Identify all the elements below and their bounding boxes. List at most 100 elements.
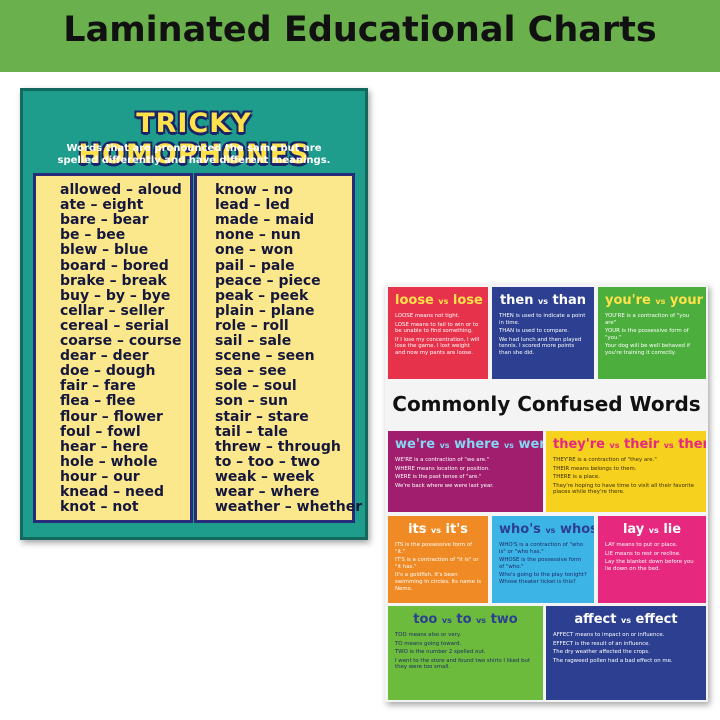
panel-heading: they're vs their vs there [553,437,706,452]
heading-word: were [518,437,543,452]
homophone-pair: tail – tale [215,423,288,440]
poster-title: TRICKY HOMOPHONES [78,108,310,170]
homophone-pair: hear – here [60,438,149,455]
word-panel: too vs to vs two TOO means also or very. T… [388,606,543,700]
homophone-pair: knead – need [60,484,164,500]
panel-heading: too vs to vs two [395,612,536,627]
homophone-pair: wear – where [215,484,320,500]
panel-line: I went to the store and found two shirts… [395,657,531,671]
heading-word: loose [395,293,434,308]
panel-line: LOOSE means not tight. [395,313,460,319]
homophone-pair: cereal – serial [60,317,169,334]
homophone-pair: sea – see [215,363,287,380]
heading-word: two [490,612,518,627]
word-column-box [194,173,355,523]
homophone-pair: know – no [215,182,294,198]
vs-label: vs [663,441,674,450]
panel-line: We had lunch and then played tennis. I s… [499,336,582,356]
homophone-pair: role – roll [215,317,289,334]
homophone-pair: scene – seen [215,348,315,365]
panel-line: IT'S is a contraction of "it is" or "it … [395,557,479,570]
heading-word: effect [635,612,678,627]
homophone-pair: one – won [215,242,294,259]
homophone-pair: hour – our [60,468,140,485]
panel-heading: who's vs whose [499,522,594,537]
homophone-pair: ate – eight [60,197,144,214]
word-panel: you're vs your YOU'RE is a contraction of… [598,287,706,379]
homophone-pair: hole – whole [60,453,158,470]
panel-line: WE'RE is a contraction of "we are." [395,457,490,463]
homophone-pair: weather – whether [215,499,363,516]
panel-line: THEN is used to indicate a point in time… [499,313,586,326]
homophone-pair: board – bored [60,257,169,274]
word-panel: affect vs effect AFFECT means to impact o… [546,606,706,700]
panel-line: THEIR means belongs to them. [553,465,637,472]
heading-word: lose [452,293,483,308]
heading-word: it's [445,522,468,537]
heading-word: affect [574,612,617,627]
homophone-pair: flour – flower [60,408,163,425]
heading-word: where [454,437,500,452]
panel-heading: lay vs lie [605,522,699,537]
homophone-pair: allowed – aloud [60,182,182,198]
panel-heading: affect vs effect [553,612,699,627]
homophone-pair: coarse – course [60,333,182,349]
word-panel: then vs than THEN is used to indicate a p… [492,287,594,379]
vs-label: vs [441,616,452,625]
homophone-pair: peak – peek [215,287,309,304]
homophone-pair: threw – through [215,438,341,455]
panel-line: Lay the blanket down before you lie down… [605,559,694,572]
homophone-pair: pail – pale [215,257,295,274]
panel-line: YOUR is the possessive form of "you." [605,328,689,341]
heading-word: your [669,293,703,308]
panel-line: YOU'RE is a contraction of "you are" [605,313,690,326]
homophone-pair: blew – blue [60,242,149,259]
heading-word: you're [605,293,651,308]
homophone-pair: weak – week [215,468,315,485]
homophone-pair: none – nun [215,227,301,244]
homophone-pair: stair – stare [215,408,309,425]
vs-label: vs [655,297,666,306]
homophone-pair: cellar – seller [60,302,165,319]
homophone-pair: peace – piece [215,272,321,289]
panel-line: If I lose my concentration, I will lose … [395,336,480,356]
panel-line: LOSE means to fail to win or to be unabl… [395,321,479,335]
panel-line: TO means going toward. [395,640,462,647]
vs-label: vs [538,297,549,306]
homophone-pair: flea – flee [60,393,136,410]
panel-line: THERE is a place. [553,474,600,481]
heading-word: who's [499,522,541,537]
heading-word: lay [622,522,645,537]
homophone-pair: dear – deer [60,348,149,365]
heading-word: then [499,293,534,308]
vs-label: vs [431,526,441,535]
panel-line: Who's going to the play tonight? Whose t… [499,572,587,585]
homophone-pair: fair – fare [60,378,136,395]
homophone-pair: to – too – two [215,453,320,470]
panel-heading: you're vs your [605,293,703,308]
homophone-pair: foul – fowl [60,423,141,440]
word-panel: loose vs lose LOOSE means not tight. LOSE … [388,287,488,379]
panel-heading: then vs than [499,293,587,308]
homophone-pair: knot – not [60,499,139,516]
homophone-pair: buy – by – bye [60,287,171,304]
panel-line: It's a goldfish. It's been swimming in c… [395,572,481,592]
word-panel: who's vs whose WHO'S is a contraction of … [492,516,594,603]
vs-label: vs [476,616,487,625]
heading-word: lie [663,522,682,537]
panel-line: TOO means also or very. [395,632,462,638]
panel-line: THAN is used to compare. [499,328,569,335]
vs-label: vs [648,526,659,535]
heading-word: its [408,522,427,537]
panel-heading: we're vs where vs were [395,437,543,452]
header-title: Laminated Educational Charts [63,10,657,50]
panel-line: Your dog will be well behaved if you're … [605,343,691,356]
panel-line: LAY means to put or place. [605,542,678,548]
poster-subtitle: Words that are pronounced the same but a… [57,143,331,166]
word-panel: we're vs where vs were WE'RE is a contrac… [388,431,543,512]
panel-heading: its vs it's [395,522,481,537]
homophone-pair: lead – led [215,197,290,214]
heading-word: too [413,612,438,627]
heading-word: we're [395,437,436,452]
homophone-pair: be – bee [60,227,126,244]
